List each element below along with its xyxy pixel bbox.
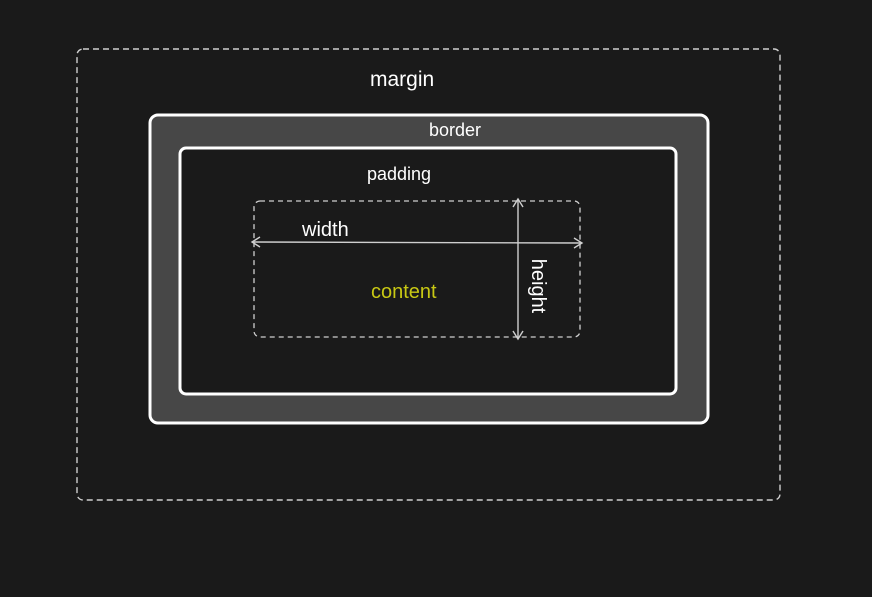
border-label: border	[429, 120, 482, 140]
margin-box	[76, 48, 781, 501]
content-box	[253, 200, 581, 338]
padding-label: padding	[367, 164, 432, 184]
padding-box	[178, 146, 678, 396]
height-label: height	[527, 258, 549, 314]
margin-label: margin	[370, 68, 435, 91]
width-arrow	[250, 236, 584, 249]
content-label: content	[371, 281, 437, 303]
width-label: width	[302, 219, 349, 241]
height-arrow	[512, 197, 524, 341]
